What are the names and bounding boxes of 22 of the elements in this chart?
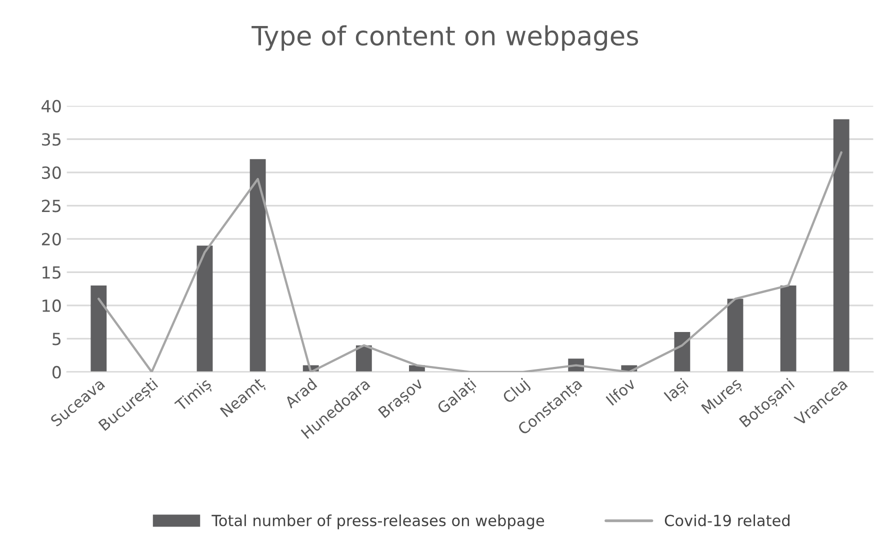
bar [674,332,690,372]
bar [780,285,796,372]
y-tick-label: 10 [42,299,61,312]
chart-title: Type of content on webpages [252,25,638,51]
legend-label: Total number of press-releases on webpage [212,514,544,530]
y-tick-label: 35 [42,133,61,146]
x-tick-label: Iași [663,378,691,404]
line-series [98,151,842,372]
y-tick-label: 20 [42,232,61,246]
bar [250,159,266,372]
y-tick-label: 30 [42,166,61,179]
bar [727,298,744,372]
y-tick-label: 40 [42,100,61,112]
y-tick-label: 15 [42,266,61,279]
y-tick-label: 0 [52,366,61,379]
legend-label: Covid-19 related [664,514,790,526]
y-tick-label: 5 [52,332,61,346]
bar [833,119,850,372]
y-tick-label: 25 [42,200,61,212]
bar [90,285,107,372]
bar [196,246,213,372]
bar [356,345,372,372]
